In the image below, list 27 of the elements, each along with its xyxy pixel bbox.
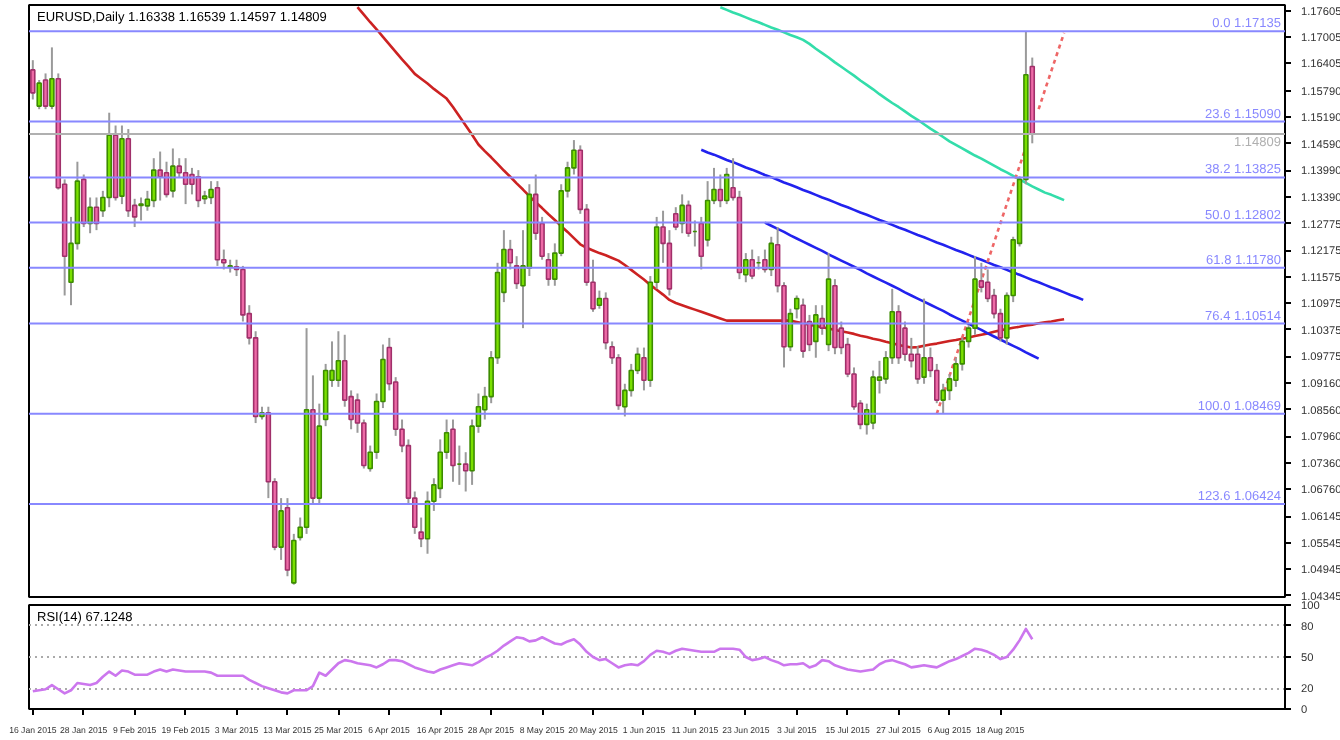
candlestick	[450, 418, 456, 483]
candlestick	[813, 304, 819, 359]
candlestick	[138, 196, 144, 222]
candlestick	[157, 150, 163, 202]
candlestick	[940, 382, 946, 415]
candlestick	[921, 297, 927, 385]
candlestick	[870, 369, 876, 431]
line-series	[719, 5, 1066, 202]
candlestick	[278, 497, 284, 561]
candlestick	[800, 297, 806, 359]
line-series	[763, 221, 1040, 360]
line-series	[699, 148, 1085, 302]
candlestick	[335, 330, 342, 388]
candlestick	[641, 346, 647, 392]
candlestick	[679, 193, 685, 235]
candlestick	[978, 261, 985, 294]
candlestick	[87, 196, 93, 235]
candlestick	[749, 248, 755, 281]
candlestick	[596, 289, 603, 310]
candlestick	[462, 451, 469, 493]
candlestick	[208, 180, 214, 206]
candlestick	[42, 72, 49, 111]
candlestick	[170, 147, 176, 199]
candlestick	[151, 157, 157, 209]
candlestick	[30, 59, 36, 101]
candlestick	[49, 46, 55, 111]
line-series	[31, 627, 1034, 695]
